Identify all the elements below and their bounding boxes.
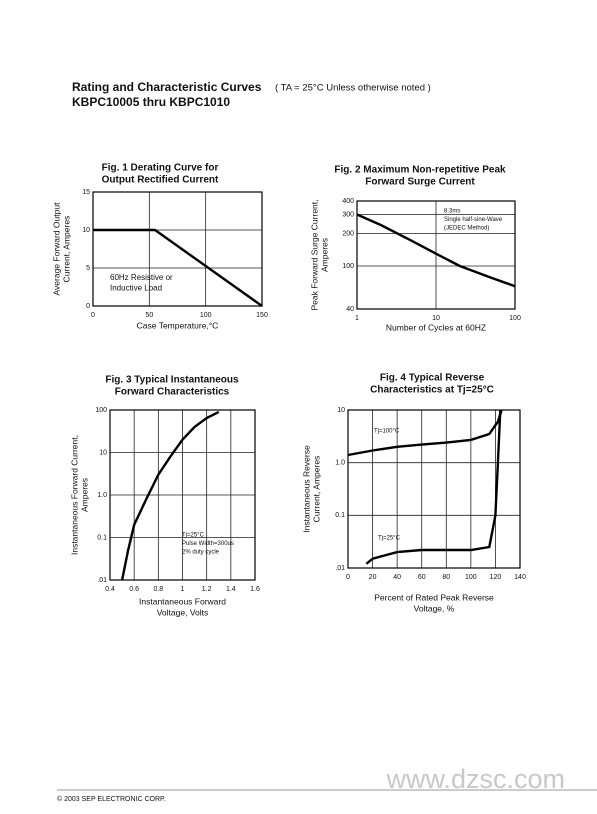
chart-title: Forward Characteristics [115, 387, 230, 398]
x-axis-label: Percent of Rated Peak Reverse [374, 592, 494, 602]
y-axis-label: Current, Amperes [61, 216, 71, 283]
x-tick-label: 20 [369, 574, 377, 581]
chart-title: Output Rectified Current [102, 175, 219, 186]
x-tick-label: 150 [256, 312, 268, 319]
header-note: ( TA = 25°C Unless otherwise noted ) [275, 83, 431, 94]
series-label: Tj=100°C [374, 429, 400, 435]
y-tick-label: 1.0 [97, 492, 107, 499]
y-tick-label: 15 [82, 189, 90, 196]
watermark: www.dzsc.com [385, 764, 565, 794]
curve [120, 410, 220, 581]
y-tick-label: .01 [97, 577, 107, 584]
header-subtitle: KBPC10005 thru KBPC1010 [72, 95, 230, 109]
x-tick-label: 100 [200, 312, 212, 319]
x-tick-label: 140 [514, 574, 526, 581]
x-tick-label: 1.6 [250, 586, 260, 593]
y-tick-label: 400 [342, 198, 354, 205]
header-title: Rating and Characteristic Curves [72, 80, 262, 94]
x-tick-label: 10 [432, 315, 440, 322]
x-tick-label: 1 [355, 315, 359, 322]
curve [93, 228, 263, 307]
y-tick-label: 10 [82, 227, 90, 234]
annotation: Single half-sine-Wave [444, 217, 503, 223]
x-tick-label: 1.2 [202, 586, 212, 593]
x-tick-label: 60 [418, 574, 426, 581]
y-tick-label: 5 [86, 265, 90, 272]
annotation: 60Hz Resistive or [110, 273, 173, 282]
annotation: 8.3ms [444, 209, 460, 215]
y-tick-label: 100 [95, 407, 107, 414]
curve [347, 409, 503, 457]
annotation: (JEDEC Method) [444, 226, 489, 232]
x-tick-label: 50 [145, 312, 153, 319]
chart-title: Fig. 1 Derating Curve for [102, 163, 219, 174]
x-tick-label: 120 [490, 574, 502, 581]
y-axis-label: Average Forward Output [51, 202, 61, 296]
annotation: 2% duty cycle [182, 550, 220, 556]
x-tick-label: 100 [509, 315, 521, 322]
curve [356, 213, 516, 288]
x-tick-label: 0.6 [129, 586, 139, 593]
plot-frame [109, 409, 256, 581]
y-tick-label: 10 [337, 407, 345, 414]
y-axis-label: Current, Amperes [311, 456, 321, 523]
x-axis-label: Voltage, % [414, 603, 455, 613]
y-tick-label: 200 [342, 230, 354, 237]
curve [365, 409, 502, 565]
x-tick-label: 0 [91, 312, 95, 319]
x-axis-label: Case Temperature,°C [137, 320, 219, 330]
chart-title: Fig. 2 Maximum Non-repetitive Peak [334, 165, 506, 176]
y-axis-label: Amperes [79, 478, 89, 512]
y-tick-label: 40 [346, 306, 354, 313]
series-label: Tj=25°C [378, 536, 401, 542]
chart-title: Fig. 4 Typical Reverse [380, 373, 485, 384]
y-axis-label: Peak Forward Surge Current, [309, 199, 319, 310]
x-tick-label: 0.8 [153, 586, 163, 593]
chart-title: Fig. 3 Typical Instantaneous [105, 375, 239, 386]
plot-frame [356, 200, 516, 310]
x-tick-label: 100 [465, 574, 477, 581]
x-tick-label: 1.4 [226, 586, 236, 593]
y-axis-label: Amperes [319, 238, 329, 272]
x-axis-label: Voltage, Volts [157, 607, 209, 617]
annotation: Pulse Width=300us [182, 541, 234, 547]
annotation: Inductive Load [110, 284, 162, 293]
y-tick-label: 10 [99, 449, 107, 456]
plot-frame [347, 409, 521, 569]
y-tick-label: 0.1 [97, 534, 107, 541]
footer: © 2003 SEP ELECTRONIC CORP. [57, 795, 166, 803]
chart-title: Characteristics at Tj=25°C [370, 385, 494, 396]
annotation: Tj=25°C [182, 533, 205, 539]
x-tick-label: 0.4 [105, 586, 115, 593]
chart-title: Forward Surge Current [365, 177, 475, 188]
x-tick-label: 80 [442, 574, 450, 581]
y-tick-label: 0.1 [335, 512, 345, 519]
y-tick-label: .01 [335, 565, 345, 572]
x-axis-label: Number of Cycles at 60HZ [386, 322, 486, 332]
x-axis-label: Instantaneous Forward [139, 596, 226, 606]
plot-frame [92, 191, 263, 307]
x-tick-label: 0 [346, 574, 350, 581]
y-tick-label: 100 [342, 263, 354, 270]
y-axis-label: Instantaneous Reverse [301, 445, 311, 533]
y-axis-label: Instantaneous Forward Current, [69, 435, 79, 555]
x-tick-label: 40 [393, 574, 401, 581]
y-tick-label: 0 [86, 303, 90, 310]
y-tick-label: 300 [342, 211, 354, 218]
x-tick-label: 1 [181, 586, 185, 593]
y-tick-label: 1.0 [335, 460, 345, 467]
